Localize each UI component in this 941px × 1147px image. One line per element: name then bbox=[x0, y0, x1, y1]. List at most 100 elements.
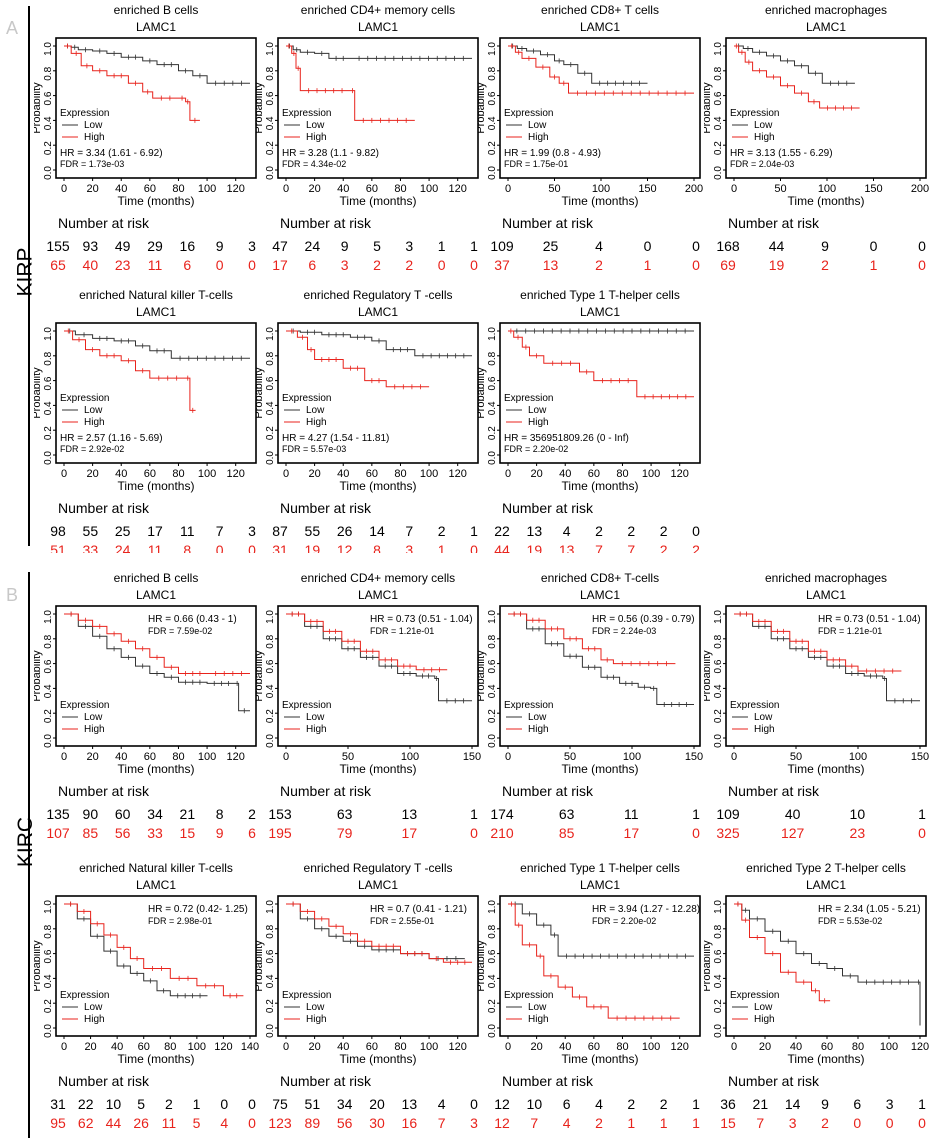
y-tick-label: 0.4 bbox=[713, 116, 724, 130]
legend-title: Expression bbox=[730, 990, 779, 1001]
risk-high-value: 85 bbox=[559, 825, 575, 841]
risk-high-value: 7 bbox=[756, 1115, 764, 1131]
y-tick-label: 1.0 bbox=[487, 42, 498, 56]
y-tick-label: 1.0 bbox=[43, 610, 54, 624]
risk-low-value: 0 bbox=[918, 238, 926, 254]
risk-low-value: 155 bbox=[46, 238, 70, 254]
y-tick-label: 0.6 bbox=[265, 949, 276, 963]
y-tick-label: 0.4 bbox=[487, 974, 498, 988]
x-tick-label: 100 bbox=[818, 183, 836, 195]
risk-title: Number at risk bbox=[280, 1073, 372, 1089]
legend-low-label: Low bbox=[528, 1002, 547, 1013]
y-tick-label: 1.0 bbox=[487, 900, 498, 914]
x-tick-label: 100 bbox=[198, 468, 216, 480]
fdr-value: FDR = 2.20e-02 bbox=[504, 444, 568, 454]
risk-low-value: 25 bbox=[115, 523, 131, 539]
fdr-value: FDR = 7.59e-02 bbox=[148, 626, 212, 636]
chart-subtitle: LAMC1 bbox=[136, 305, 176, 319]
risk-low-value: 98 bbox=[50, 523, 66, 539]
x-tick-label: 20 bbox=[86, 468, 98, 480]
y-tick-label: 0.8 bbox=[487, 351, 498, 365]
x-tick-label: 80 bbox=[394, 468, 406, 480]
y-tick-label: 0.2 bbox=[713, 141, 724, 155]
km-panel-kirp-cd8: enriched CD8+ T cells LAMC1 0.0 0.2 0.4 0.6 0.… bbox=[475, 0, 714, 285]
legend-title: Expression bbox=[60, 700, 109, 711]
x-tick-label: 50 bbox=[790, 751, 802, 763]
y-tick-label: 0.0 bbox=[265, 1024, 276, 1038]
y-tick-label: 0.8 bbox=[487, 924, 498, 938]
y-tick-label: 0.2 bbox=[487, 709, 498, 723]
chart-title: enriched CD4+ memory cells bbox=[301, 3, 455, 17]
chart-title: enriched CD8+ T-cells bbox=[541, 571, 659, 585]
chart-title: enriched B cells bbox=[114, 571, 199, 585]
x-tick-label: 20 bbox=[308, 183, 320, 195]
plot-frame bbox=[499, 322, 701, 464]
risk-high-value: 0 bbox=[438, 257, 446, 273]
hr-value: HR = 356951809.26 (0 - Inf) bbox=[504, 433, 629, 444]
chart-title: enriched Type 1 T-helper cells bbox=[520, 861, 680, 875]
legend-low-label: Low bbox=[306, 405, 325, 416]
risk-high-value: 127 bbox=[781, 825, 805, 841]
x-tick-label: 100 bbox=[642, 468, 660, 480]
risk-low-value: 13 bbox=[402, 806, 418, 822]
risk-high-value: 37 bbox=[494, 257, 510, 273]
x-axis-label: Time (months) bbox=[340, 194, 417, 208]
risk-high-value: 210 bbox=[490, 825, 514, 841]
y-tick-label: 1.0 bbox=[265, 900, 276, 914]
km-panel-kirp-macrophages: enriched macrophages LAMC1 0.0 0.2 0.4 0.6 0.8… bbox=[701, 0, 940, 285]
risk-low-value: 24 bbox=[305, 238, 321, 254]
x-tick-label: 0 bbox=[731, 751, 737, 763]
chart-subtitle: LAMC1 bbox=[806, 878, 846, 892]
risk-low-value: 8 bbox=[216, 806, 224, 822]
legend-low-label: Low bbox=[528, 712, 547, 723]
km-chart-svg: enriched Type 1 T-helper cells LAMC1 0.0 0.… bbox=[475, 288, 701, 558]
x-tick-label: 80 bbox=[172, 468, 184, 480]
risk-low-value: 20 bbox=[369, 1096, 385, 1112]
x-tick-label: 120 bbox=[227, 183, 245, 195]
risk-title: Number at risk bbox=[502, 500, 594, 516]
y-tick-label: 0.2 bbox=[487, 426, 498, 440]
chart-subtitle: LAMC1 bbox=[136, 878, 176, 892]
x-tick-label: 20 bbox=[530, 1041, 542, 1053]
risk-low-value: 4 bbox=[438, 1096, 446, 1112]
x-tick-label: 20 bbox=[84, 1041, 96, 1053]
risk-high-value: 6 bbox=[248, 825, 256, 841]
risk-low-value: 34 bbox=[147, 806, 163, 822]
km-panel-kirc-cd8: enriched CD8+ T-cells LAMC1 0.0 0.2 0.4 0.6 0.… bbox=[475, 568, 714, 853]
risk-high-value: 195 bbox=[268, 825, 292, 841]
chart-subtitle: LAMC1 bbox=[358, 305, 398, 319]
plot-frame bbox=[499, 37, 701, 179]
y-tick-label: 1.0 bbox=[265, 42, 276, 56]
risk-low-value: 4 bbox=[595, 1096, 603, 1112]
x-axis-label: Time (months) bbox=[118, 762, 195, 776]
chart-subtitle: LAMC1 bbox=[358, 588, 398, 602]
y-tick-label: 0.2 bbox=[43, 709, 54, 723]
y-axis-label: Probability bbox=[34, 650, 43, 702]
risk-low-value: 40 bbox=[785, 806, 801, 822]
x-tick-label: 100 bbox=[642, 1041, 660, 1053]
legend-low-label: Low bbox=[306, 1002, 325, 1013]
risk-high-value: 0 bbox=[692, 825, 700, 841]
km-chart-svg: enriched Natural killer T-cells LAMC1 0.0 0… bbox=[31, 288, 257, 558]
x-tick-label: 150 bbox=[638, 183, 656, 195]
y-tick-label: 0.8 bbox=[713, 634, 724, 648]
y-tick-label: 0.2 bbox=[43, 426, 54, 440]
x-axis-label: Time (months) bbox=[118, 479, 195, 493]
risk-low-value: 6 bbox=[853, 1096, 861, 1112]
risk-high-value: 4 bbox=[220, 1115, 228, 1131]
survival-curve-high bbox=[734, 45, 860, 109]
y-tick-label: 0.2 bbox=[265, 426, 276, 440]
risk-low-value: 1 bbox=[692, 806, 700, 822]
risk-low-value: 9 bbox=[821, 1096, 829, 1112]
x-tick-label: 140 bbox=[241, 1041, 259, 1053]
x-tick-label: 40 bbox=[115, 751, 127, 763]
x-tick-label: 200 bbox=[911, 183, 929, 195]
x-tick-label: 50 bbox=[774, 183, 786, 195]
y-tick-label: 0.0 bbox=[265, 166, 276, 180]
risk-low-value: 14 bbox=[369, 523, 385, 539]
risk-high-value: 17 bbox=[624, 825, 640, 841]
x-tick-label: 60 bbox=[588, 1041, 600, 1053]
x-tick-label: 0 bbox=[731, 183, 737, 195]
risk-low-value: 47 bbox=[272, 238, 288, 254]
km-chart-svg: enriched CD8+ T-cells LAMC1 0.0 0.2 0.4 0.6 0.… bbox=[475, 571, 703, 841]
